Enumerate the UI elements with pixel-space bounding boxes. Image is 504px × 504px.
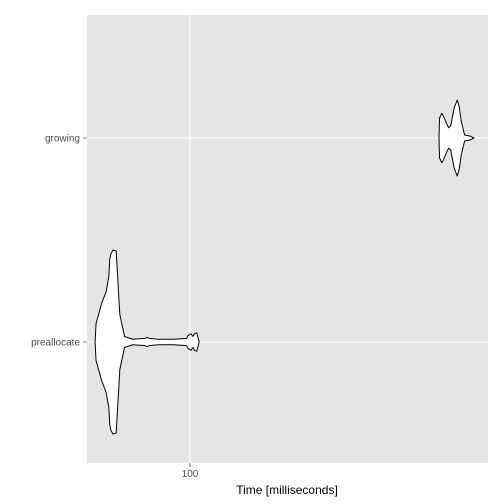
y-tick-label-growing: growing [45, 134, 80, 145]
plot-panel [87, 15, 488, 463]
y-tick-label-preallocate: preallocate [31, 338, 80, 349]
violin-growing [438, 99, 475, 177]
tick-labels: 100 preallocate growing [31, 134, 199, 481]
x-axis-title: Time [milliseconds] [236, 483, 338, 497]
tick-marks [83, 137, 191, 467]
x-tick-label-0: 100 [182, 469, 199, 480]
violin-preallocate [94, 249, 200, 435]
violin-layer [94, 99, 475, 435]
